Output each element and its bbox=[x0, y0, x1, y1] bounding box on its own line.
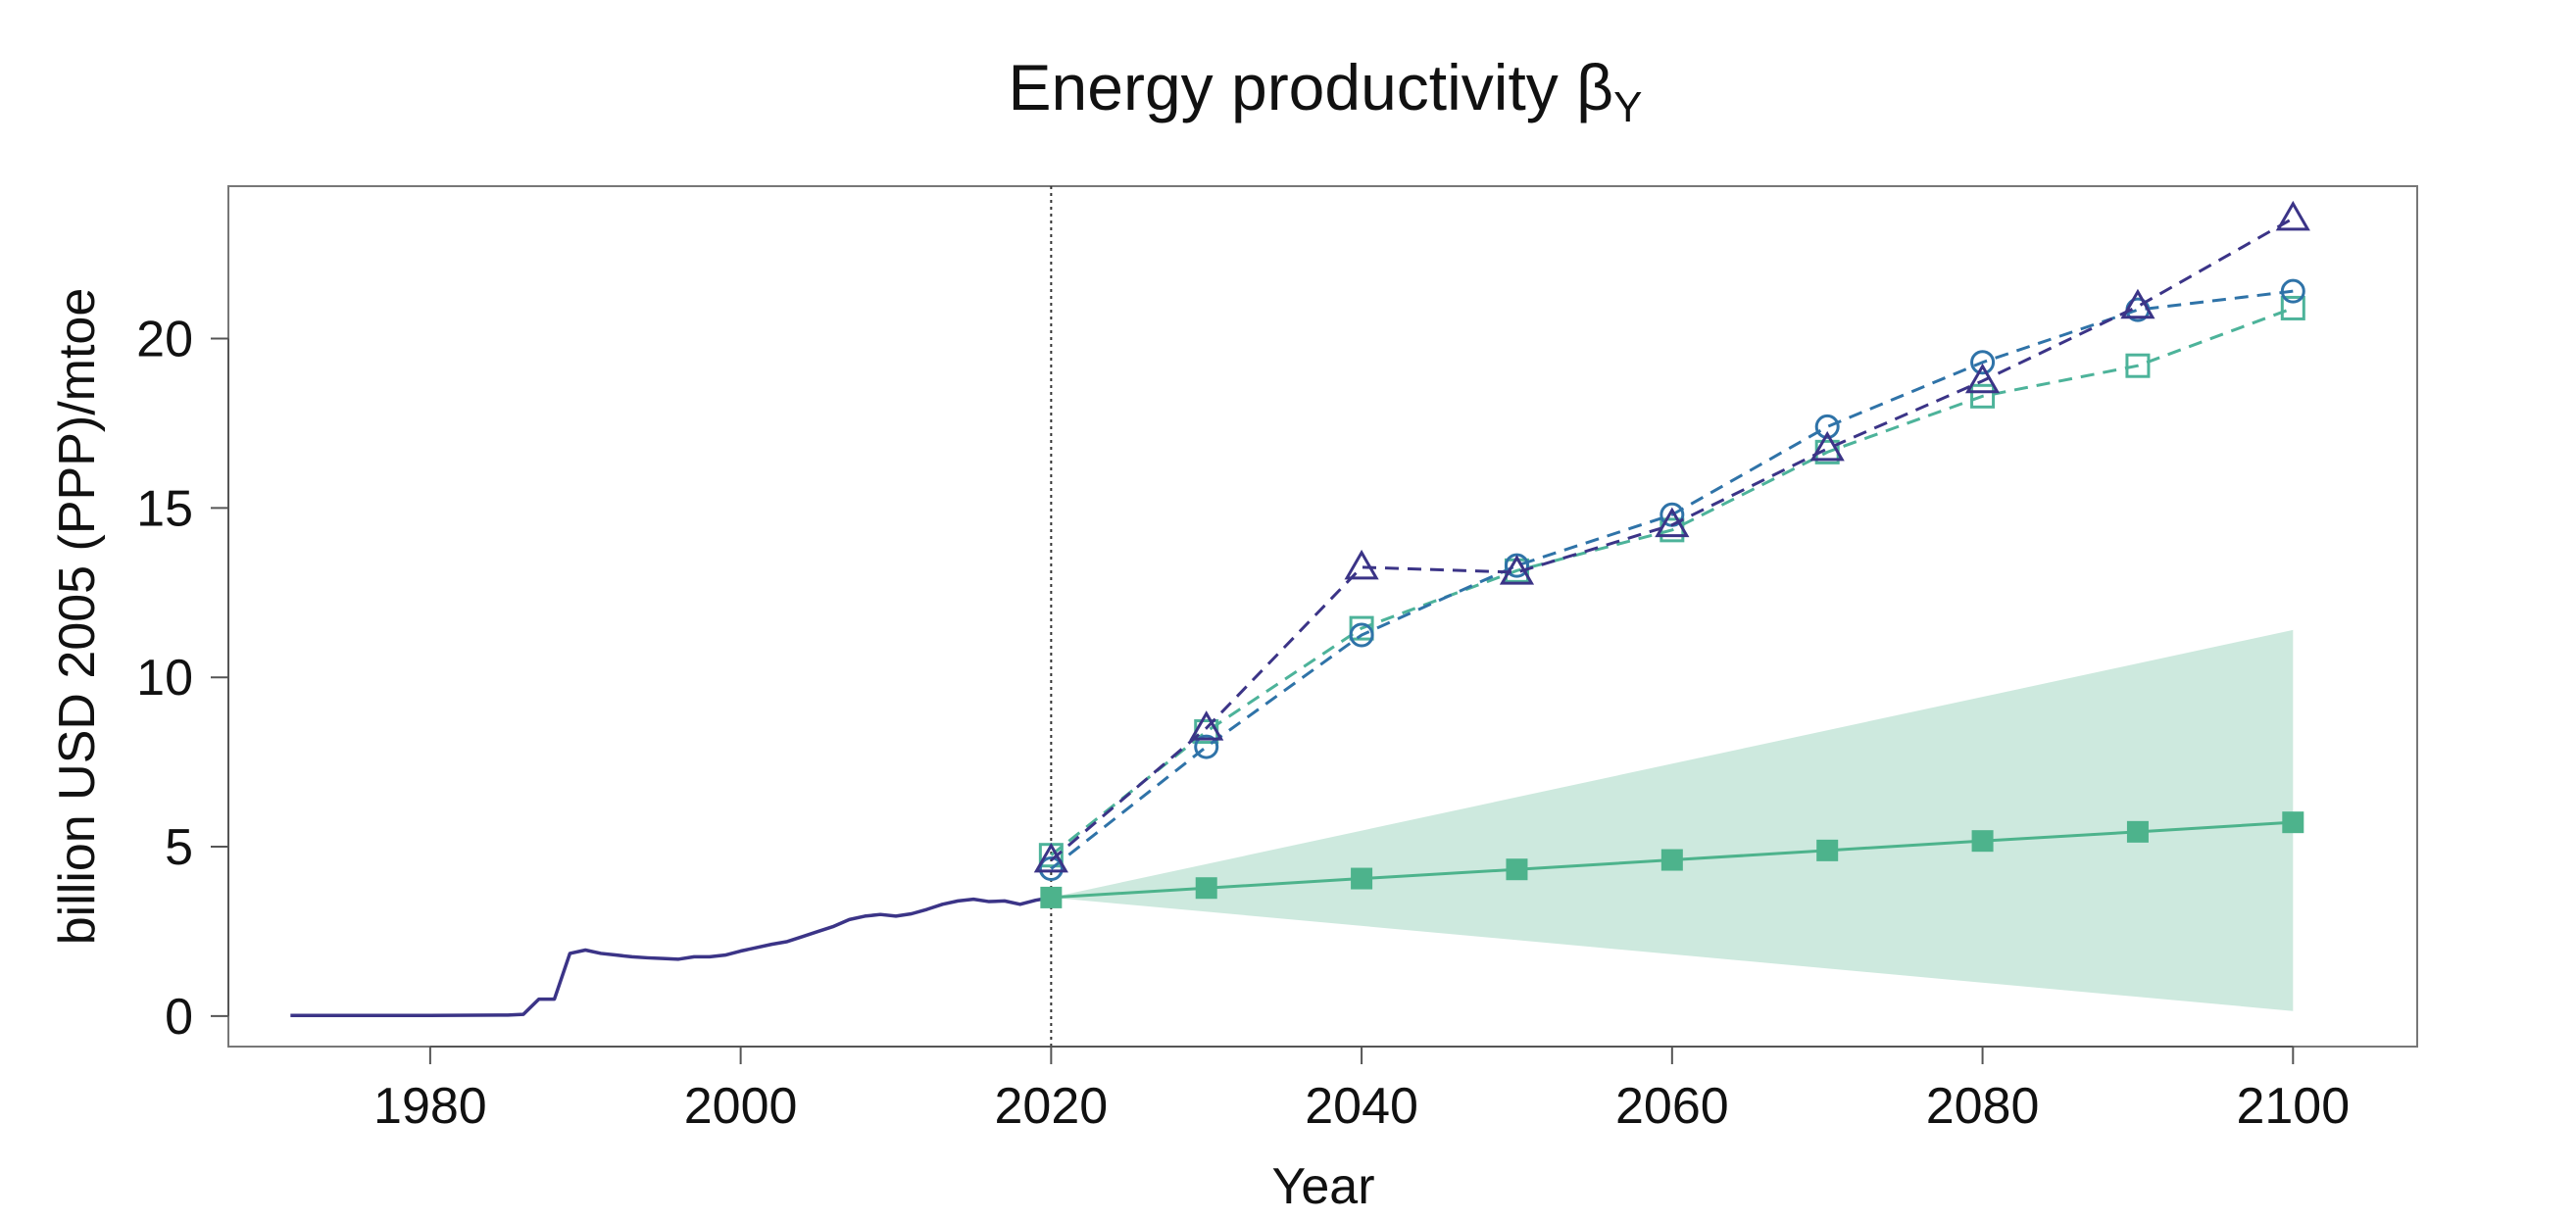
data-point-square-filled bbox=[1040, 886, 1063, 908]
x-axis-label: Year bbox=[1271, 1158, 1374, 1215]
data-point-circle-open bbox=[1194, 734, 1219, 759]
chart-title-main: Energy productivity β bbox=[1009, 51, 1614, 123]
y-axis-label: billion USD 2005 (PPP)/mtoe bbox=[49, 288, 106, 946]
chart-title-subscript: Y bbox=[1613, 83, 1642, 131]
x-tick-label: 2040 bbox=[1305, 1078, 1418, 1135]
data-point-square-open bbox=[2125, 353, 2151, 378]
data-point-square-filled bbox=[1351, 867, 1373, 890]
data-point-triangle-open bbox=[1499, 555, 1535, 585]
data-point-circle-open bbox=[1038, 856, 1064, 882]
data-point-square-filled bbox=[1971, 830, 1994, 853]
data-point-square-filled bbox=[2126, 820, 2149, 843]
data-point-square-filled bbox=[1660, 849, 1683, 871]
series-line-circle-open bbox=[1050, 289, 2294, 870]
series-triangle-open bbox=[1033, 200, 2310, 873]
uncertainty-band-layer bbox=[1051, 629, 2294, 1011]
x-tick-label: 2000 bbox=[684, 1078, 798, 1135]
data-point-triangle-open bbox=[1344, 549, 1379, 580]
series-square-filled bbox=[1040, 811, 2304, 908]
y-tick-label: 5 bbox=[165, 819, 193, 876]
data-point-square-open bbox=[1970, 383, 1996, 409]
series-line-triangle-open bbox=[1050, 217, 2295, 862]
series-line-square-open bbox=[1050, 307, 2294, 856]
data-point-square-filled bbox=[1506, 858, 1528, 881]
chart-title: Energy productivity βY bbox=[1009, 51, 1643, 131]
axes: 1980 2000 2020 2040 2060 2080 2100 0 5 10 15 20 bbox=[136, 312, 2350, 1135]
data-point-square-filled bbox=[1816, 839, 1839, 861]
data-point-triangle-open bbox=[2275, 200, 2310, 231]
y-tick-label: 15 bbox=[136, 480, 193, 537]
data-point-square-open bbox=[2280, 295, 2305, 320]
y-tick-label: 10 bbox=[136, 650, 193, 707]
x-tick-label: 2100 bbox=[2236, 1078, 2350, 1135]
data-point-circle-open bbox=[1814, 414, 1840, 439]
series-layer bbox=[290, 200, 2310, 1017]
data-point-square-filled bbox=[1195, 877, 1217, 900]
series-square-open bbox=[1038, 295, 2305, 868]
data-point-triangle-open bbox=[2120, 288, 2155, 319]
x-tick-label: 1980 bbox=[373, 1078, 487, 1135]
x-tick-label: 2020 bbox=[995, 1078, 1109, 1135]
data-point-square-open bbox=[1349, 615, 1374, 641]
x-tick-label: 2080 bbox=[1926, 1078, 2040, 1135]
data-point-circle-open bbox=[2280, 278, 2305, 304]
data-point-triangle-open bbox=[1655, 507, 1690, 538]
data-point-triangle-open bbox=[1189, 710, 1224, 741]
data-point-square-filled bbox=[2282, 811, 2304, 834]
data-point-triangle-open bbox=[1033, 842, 1068, 873]
y-tick-label: 20 bbox=[136, 312, 193, 368]
data-point-circle-open bbox=[1349, 622, 1374, 648]
y-tick-label: 0 bbox=[165, 989, 193, 1046]
data-point-triangle-open bbox=[1964, 363, 2001, 394]
uncertainty-band bbox=[1051, 629, 2294, 1011]
historical-line bbox=[290, 896, 1052, 1017]
data-point-circle-open bbox=[1970, 350, 1996, 375]
data-point-triangle-open bbox=[1809, 430, 1845, 462]
x-tick-label: 2060 bbox=[1615, 1078, 1729, 1135]
